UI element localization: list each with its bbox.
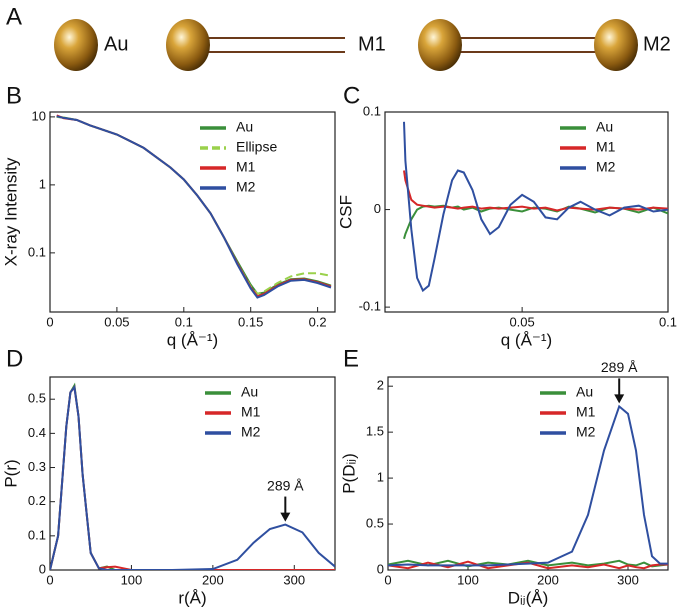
- gold-sphere: [418, 19, 462, 71]
- x-tick-label: 200: [537, 572, 559, 587]
- gold-sphere: [54, 19, 98, 71]
- y-tick-label: 1: [39, 176, 46, 191]
- legend-label: Au: [236, 119, 253, 135]
- y-tick-label: 0.1: [28, 244, 46, 259]
- y-tick-label: 0: [374, 201, 381, 216]
- diagram-label: M2: [643, 33, 671, 55]
- x-tick-label: 0.05: [509, 314, 534, 329]
- x-tick-label: 0.2: [309, 314, 327, 329]
- legend-label: Au: [596, 119, 613, 135]
- gold-sphere: [166, 19, 210, 71]
- y-tick-label: 1: [377, 470, 384, 485]
- x-axis-label: q (Å⁻¹): [501, 330, 552, 349]
- x-tick-label: 0.1: [175, 314, 193, 329]
- legend-label: M2: [596, 159, 616, 175]
- x-tick-label: 0.05: [104, 314, 129, 329]
- y-tick-label: 0.1: [28, 527, 46, 542]
- x-tick-label: 0: [46, 314, 53, 329]
- x-tick-label: 100: [121, 572, 143, 587]
- panel-label: C: [343, 82, 360, 109]
- annotation-arrowhead: [614, 394, 625, 404]
- panel-label: E: [343, 345, 359, 372]
- y-tick-label: 10: [32, 108, 46, 123]
- legend-label: Au: [576, 384, 593, 400]
- y-tick-label: -0.1: [359, 299, 381, 314]
- diagram-label: M1: [358, 33, 386, 55]
- series-line: [388, 404, 668, 567]
- x-axis-label: r(Å): [178, 588, 206, 607]
- plot-frame: [384, 111, 669, 313]
- annotation-label: 289 Å: [267, 477, 304, 493]
- y-tick-label: 0.2: [28, 493, 46, 508]
- series-line: [56, 115, 332, 299]
- plot-frame: [49, 111, 336, 313]
- y-tick-label: 0: [39, 561, 46, 576]
- y-axis-label: CSF: [336, 195, 355, 229]
- y-axis-label: P(Dᵢⱼ): [339, 453, 358, 494]
- legend-label: Au: [241, 384, 258, 400]
- x-tick-label: 300: [283, 572, 305, 587]
- panel-label: A: [6, 3, 22, 30]
- panel-label: B: [6, 82, 22, 109]
- legend-label: M2: [241, 424, 261, 440]
- y-tick-label: 1.5: [366, 424, 384, 439]
- x-tick-label: 0.1: [659, 314, 677, 329]
- gold-sphere: [594, 19, 638, 71]
- legend-label: M1: [241, 404, 261, 420]
- annotation-label: 289 Å: [601, 359, 638, 375]
- y-tick-label: 0.3: [28, 459, 46, 474]
- series-line: [50, 384, 335, 570]
- diagram: Au M1 M2: [54, 19, 671, 71]
- y-tick-label: 2: [377, 378, 384, 393]
- y-tick-label: 0.5: [366, 515, 384, 530]
- panel-label: D: [6, 345, 23, 372]
- legend-label: M2: [236, 179, 256, 195]
- x-axis-label: q (Å⁻¹): [167, 330, 218, 349]
- x-tick-label: 300: [617, 572, 639, 587]
- x-axis-label: Dᵢⱼ(Å): [508, 588, 549, 607]
- plot-frame: [49, 376, 336, 571]
- series-line: [388, 560, 668, 570]
- y-tick-label: 0.4: [28, 425, 46, 440]
- legend-label: M2: [576, 424, 596, 440]
- x-tick-label: 0.15: [238, 314, 263, 329]
- series-line: [388, 559, 668, 568]
- legend-label: Ellipse: [236, 139, 277, 155]
- series-line: [56, 115, 332, 295]
- legend-label: M1: [596, 139, 616, 155]
- x-tick-label: 0: [384, 572, 391, 587]
- legend-label: M1: [576, 404, 596, 420]
- y-axis-label: P(r): [1, 459, 20, 487]
- legend-label: M1: [236, 159, 256, 175]
- x-tick-label: 0: [46, 572, 53, 587]
- annotation-arrowhead: [280, 512, 291, 522]
- series-line: [56, 115, 332, 295]
- x-tick-label: 100: [457, 572, 479, 587]
- y-tick-label: 0.1: [363, 103, 381, 118]
- series-line: [56, 114, 332, 298]
- x-tick-label: 200: [202, 572, 224, 587]
- plot-frame: [387, 376, 669, 571]
- y-axis-label: X-ray Intensity: [1, 157, 20, 266]
- series-line: [403, 121, 668, 293]
- y-tick-label: 0.5: [28, 391, 46, 406]
- diagram-label: Au: [104, 33, 128, 55]
- y-tick-label: 0: [377, 561, 384, 576]
- series-line: [403, 170, 668, 212]
